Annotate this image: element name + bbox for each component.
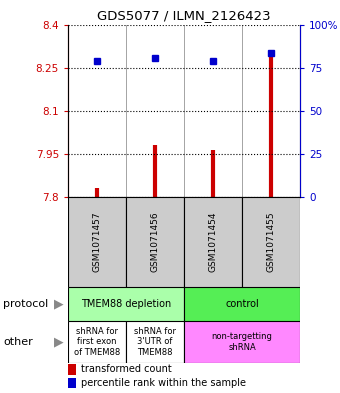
Text: GSM1071456: GSM1071456: [151, 212, 159, 272]
Bar: [184, 321, 300, 363]
Text: GSM1071455: GSM1071455: [267, 212, 275, 272]
Text: TMEM88 depletion: TMEM88 depletion: [81, 299, 171, 309]
Text: percentile rank within the sample: percentile rank within the sample: [81, 378, 246, 388]
Text: transformed count: transformed count: [81, 364, 171, 374]
Text: shRNA for
first exon
of TMEM88: shRNA for first exon of TMEM88: [74, 327, 120, 357]
Bar: [68, 364, 76, 375]
Text: ▶: ▶: [54, 336, 64, 349]
Text: protocol: protocol: [3, 299, 49, 309]
Text: control: control: [225, 299, 259, 309]
Bar: [68, 378, 76, 388]
Bar: [184, 287, 300, 321]
Text: other: other: [3, 337, 33, 347]
Text: shRNA for
3'UTR of
TMEM88: shRNA for 3'UTR of TMEM88: [134, 327, 176, 357]
Text: GSM1071457: GSM1071457: [92, 212, 102, 272]
Text: ▶: ▶: [54, 298, 64, 310]
Bar: [184, 197, 242, 287]
Title: GDS5077 / ILMN_2126423: GDS5077 / ILMN_2126423: [97, 9, 271, 22]
Bar: [68, 321, 126, 363]
Bar: [68, 287, 184, 321]
Bar: [126, 321, 184, 363]
Text: GSM1071454: GSM1071454: [208, 212, 218, 272]
Bar: [242, 197, 300, 287]
Bar: [68, 197, 126, 287]
Text: non-targetting
shRNA: non-targetting shRNA: [211, 332, 272, 352]
Bar: [126, 197, 184, 287]
